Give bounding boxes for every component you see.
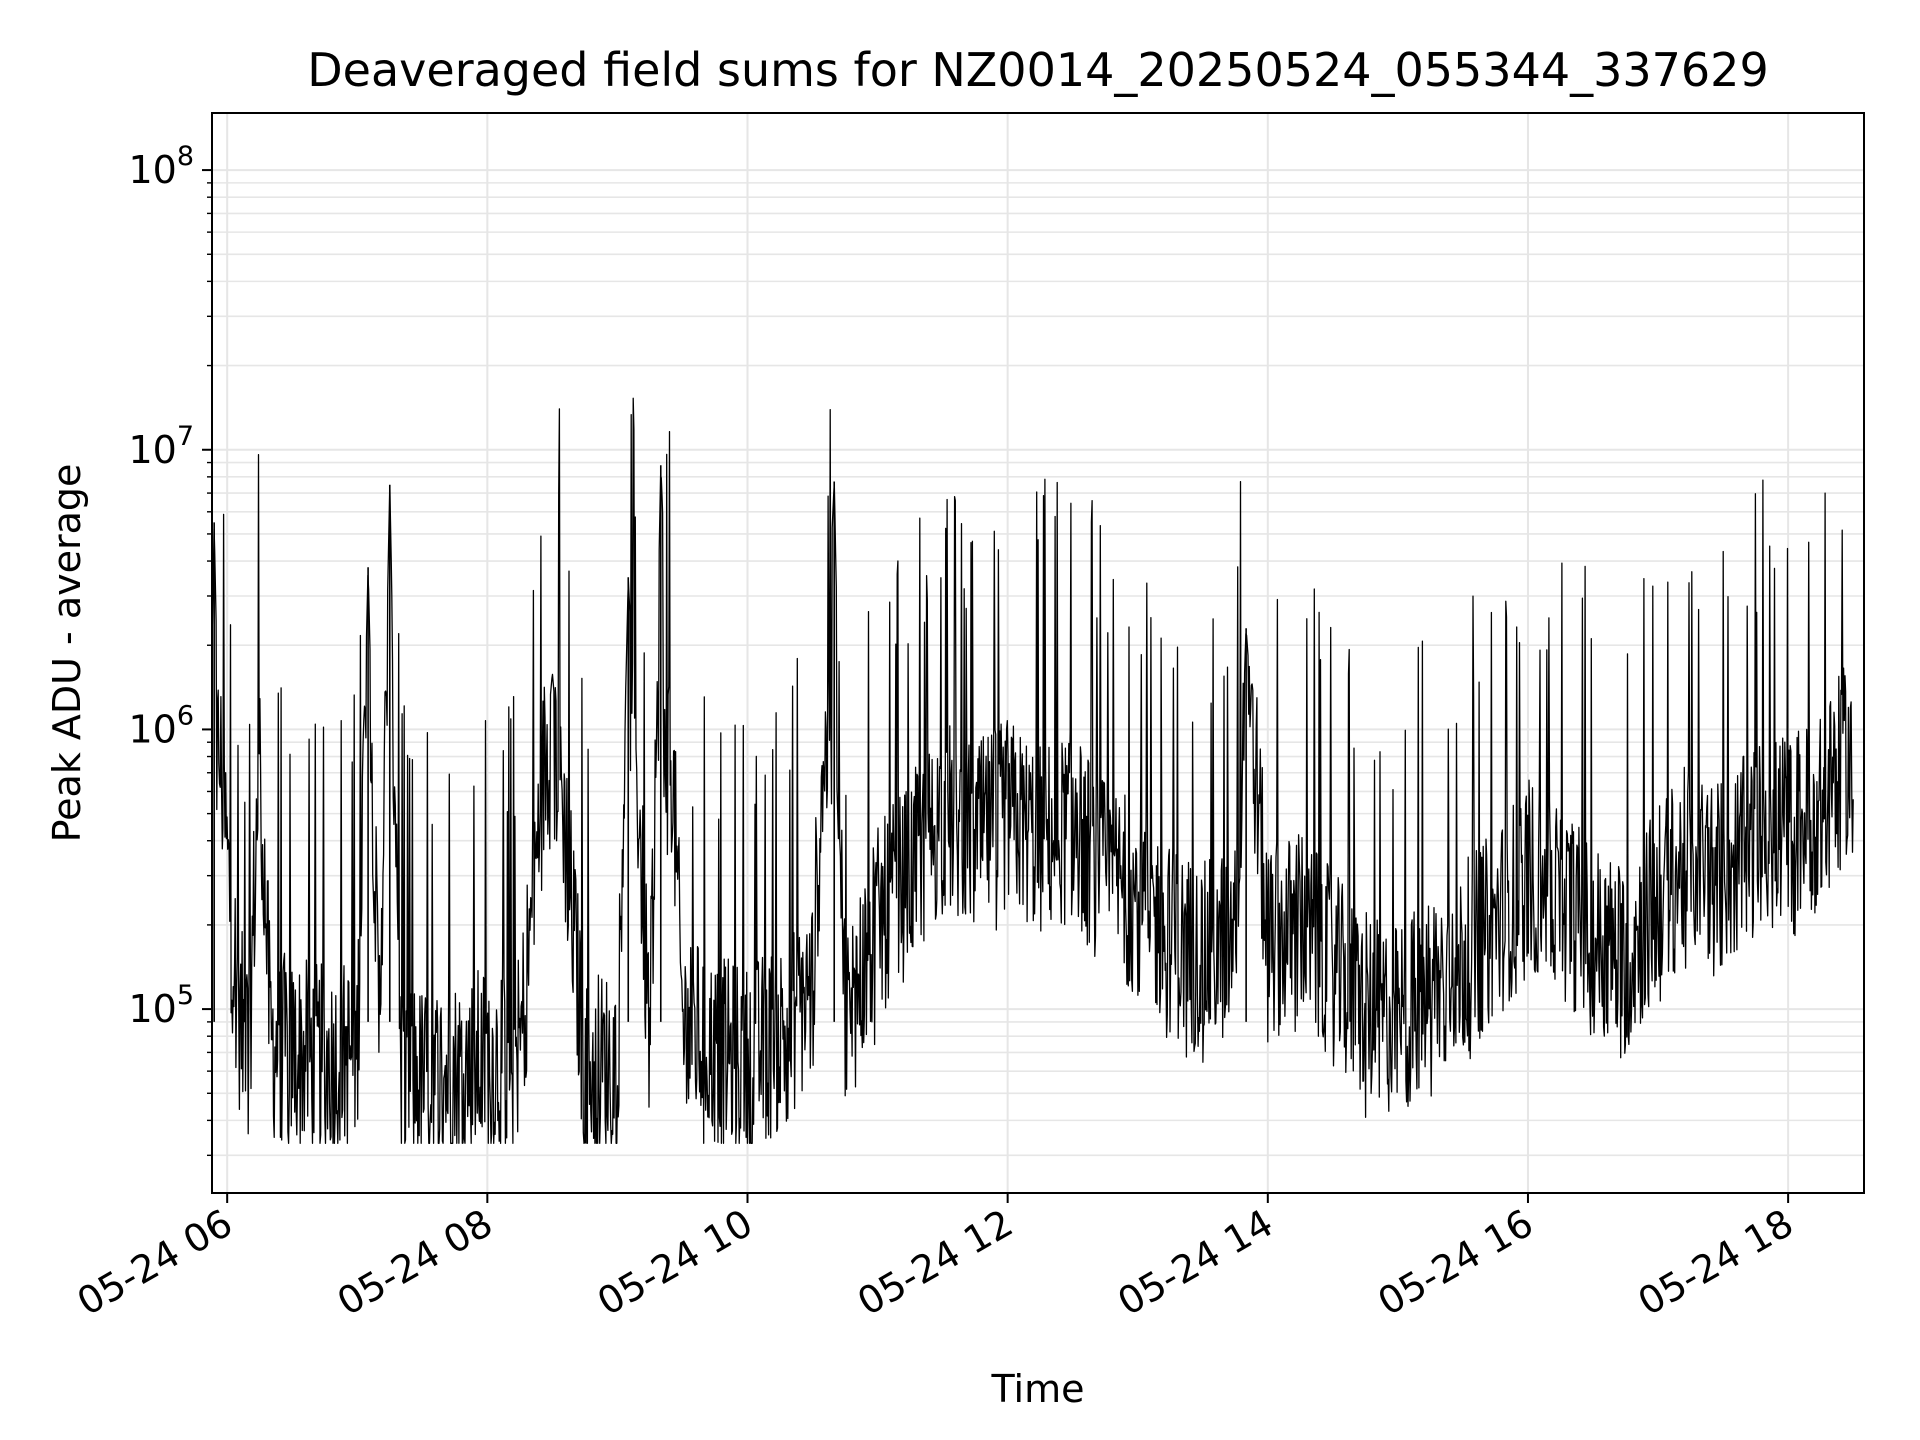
plot-frame [211,112,1865,1194]
y-tick-label: 105 [128,980,194,1031]
chart-title: Deaveraged field sums for NZ0014_2025052… [307,43,1768,97]
y-tick-label: 106 [128,700,194,751]
x-axis-label: Time [991,1367,1085,1411]
y-axis-label: Peak ADU - average [45,464,89,843]
y-tick-label: 108 [128,141,194,192]
series-line [212,397,1854,1144]
y-tick-label: 107 [128,421,194,472]
